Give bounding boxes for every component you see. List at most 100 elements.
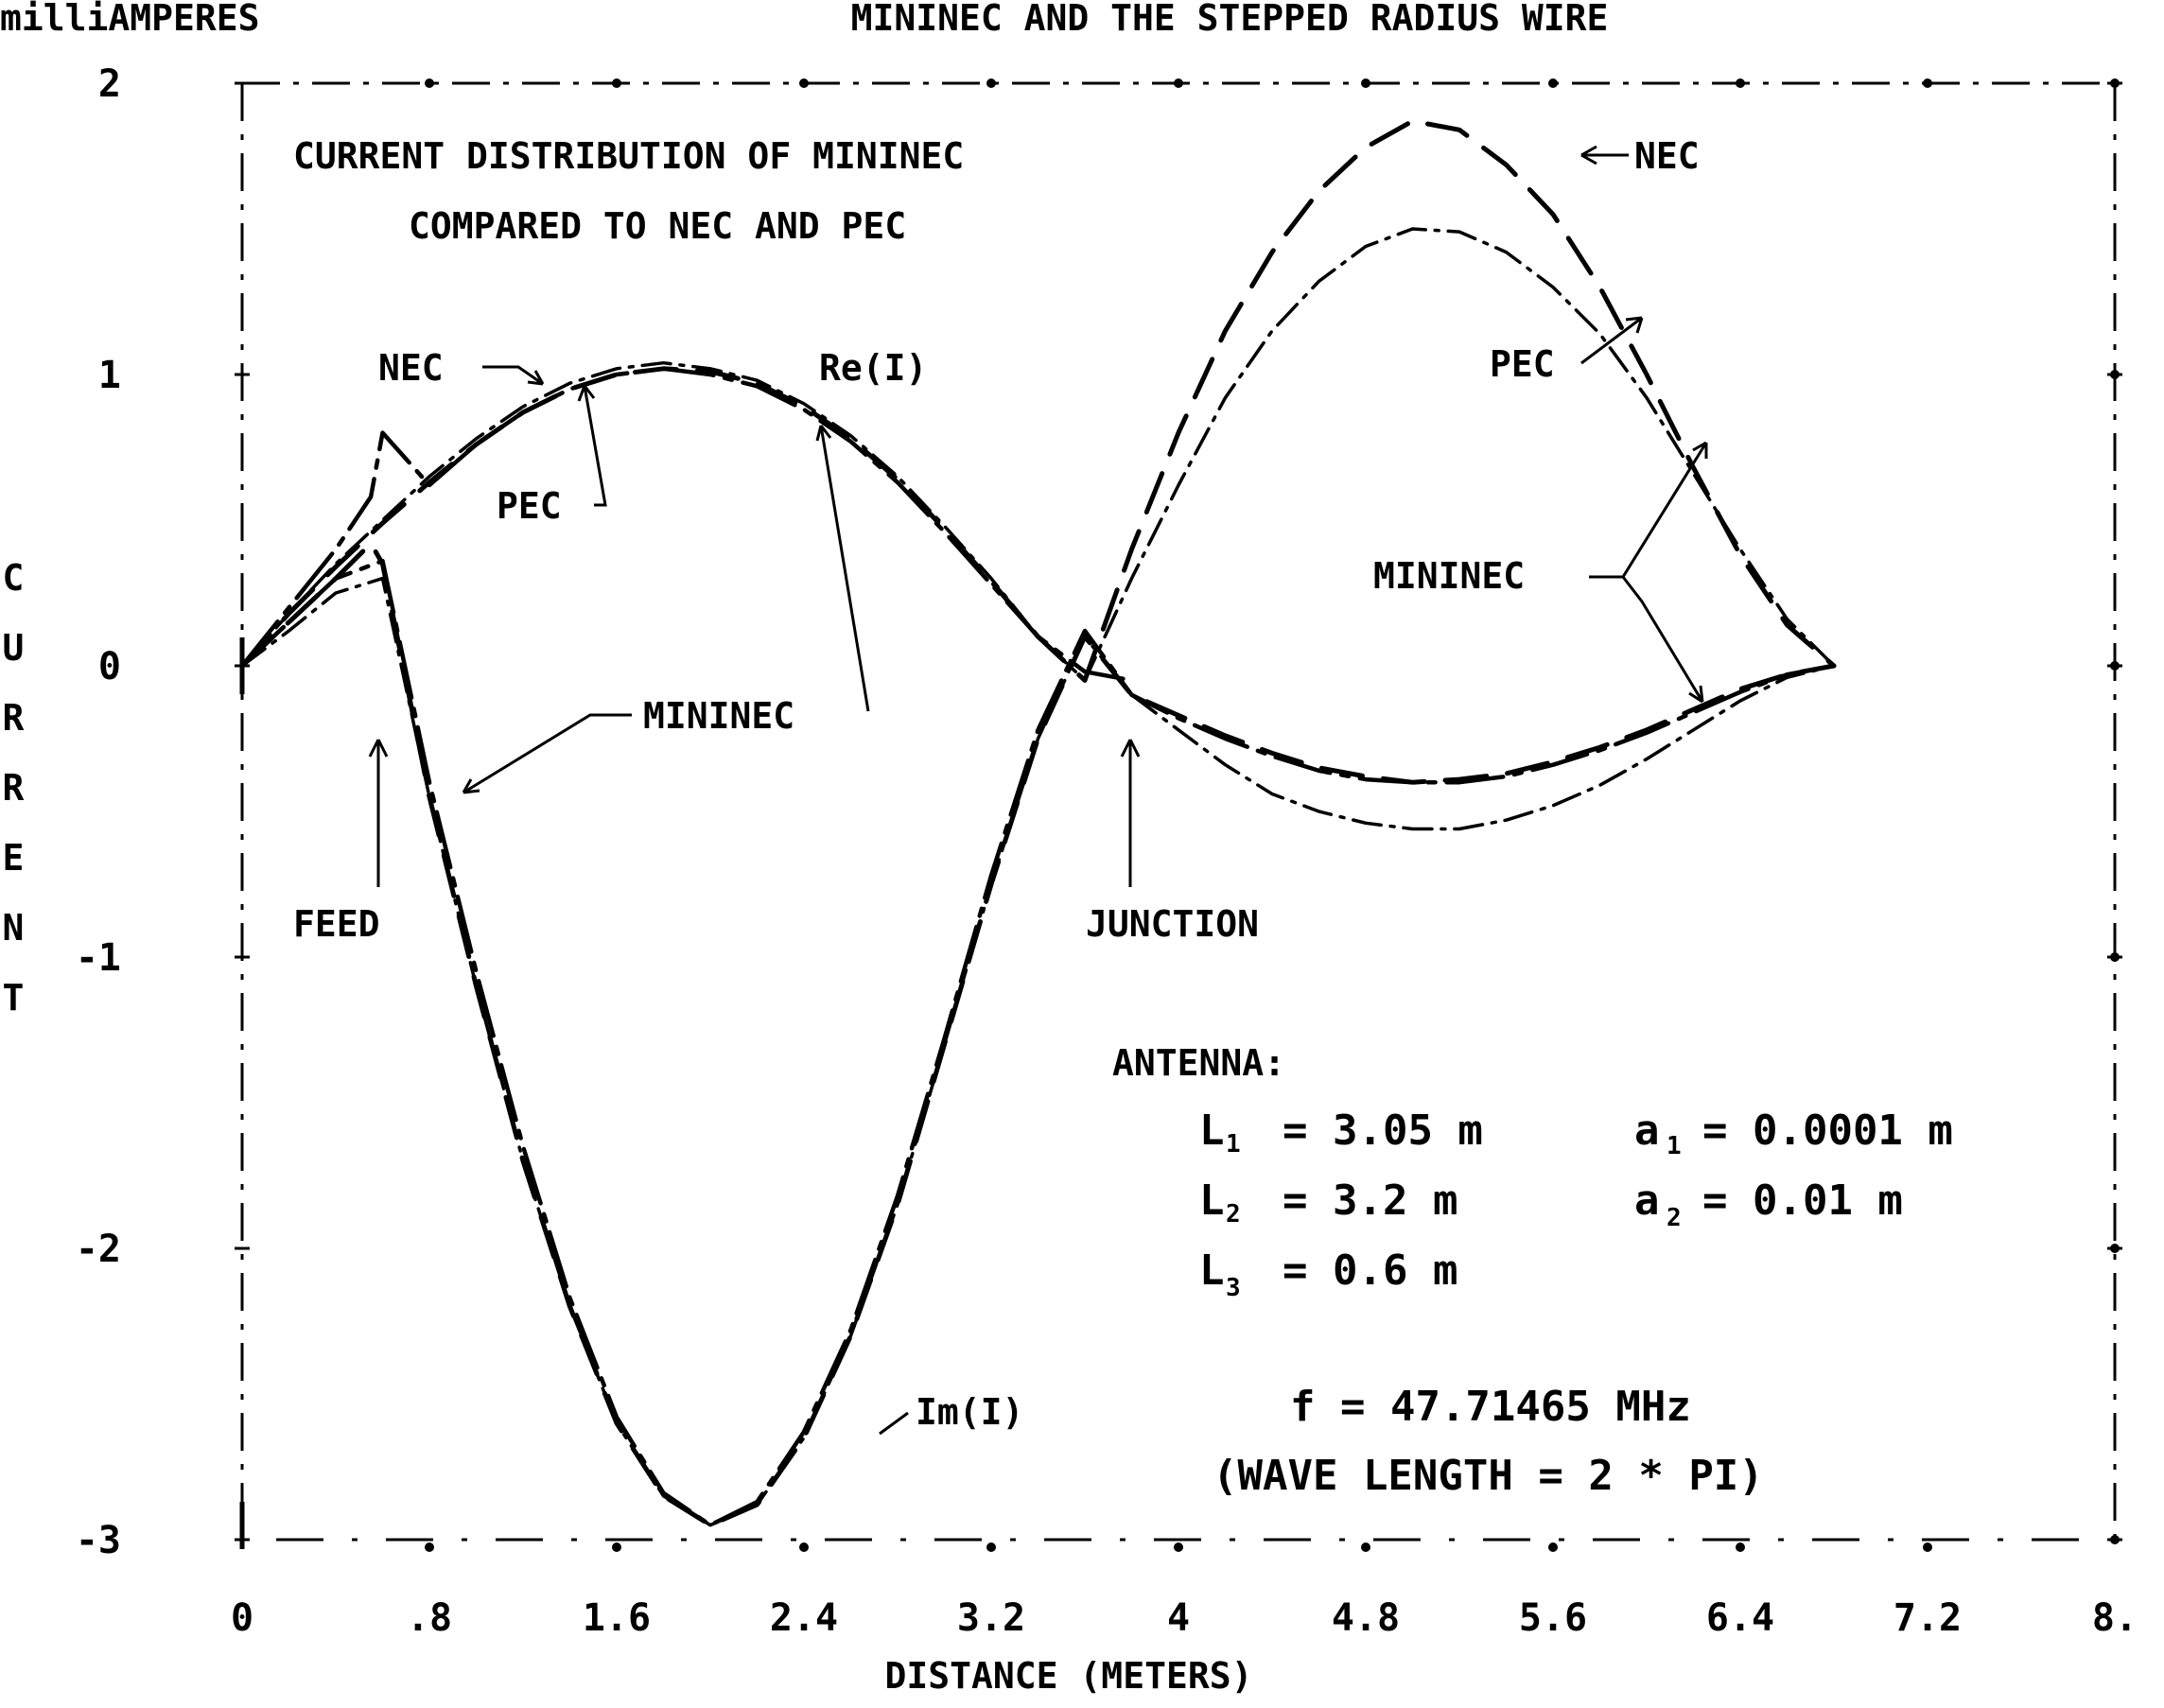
- leader-pec-right: [1580, 316, 1644, 365]
- antenna-heading: ANTENNA:: [1112, 1042, 1285, 1084]
- y-axis-label-letter: T: [3, 977, 25, 1019]
- leader-re-i: [815, 425, 870, 712]
- y-tick-dot-right: [2110, 661, 2120, 671]
- x-tick-label: 1.6: [583, 1596, 651, 1640]
- x-tick-dot-top: [1174, 78, 1183, 88]
- x-tick-label: 5.6: [1519, 1596, 1587, 1640]
- l3-value: = 0.6 m: [1283, 1246, 1457, 1295]
- annotation-im-i: Im(I): [916, 1391, 1023, 1433]
- x-tick-dot-bottom: [986, 1542, 996, 1552]
- y-tick-dot-right: [2110, 1535, 2120, 1544]
- x-tick-dot-bottom: [799, 1542, 809, 1552]
- l2-sub: 2: [1226, 1200, 1241, 1229]
- x-tick-dot-top: [799, 78, 809, 88]
- x-tick-dot-top: [1361, 78, 1370, 88]
- subtitle-line-1: CURRENT DISTRIBUTION OF MININEC: [293, 135, 964, 177]
- x-tick-label: 6.4: [1706, 1596, 1774, 1640]
- leader-nec-right: [1580, 145, 1629, 166]
- leader-feed: [368, 739, 389, 887]
- y-tick-dot-right: [2110, 1244, 2120, 1253]
- a2-value: = 0.01 m: [1702, 1176, 1903, 1225]
- y-tick-dot-right: [2110, 78, 2120, 88]
- x-tick-dot-top: [1548, 78, 1558, 88]
- x-tick-dot-bottom: [612, 1542, 621, 1552]
- y-axis-label-letter: N: [3, 907, 25, 949]
- x-tick-dot-top: [1923, 78, 1932, 88]
- a1-sub: 1: [1667, 1132, 1682, 1160]
- y-tick-label: -1: [76, 936, 121, 980]
- wavelength: (WAVE LENGTH = 2 * PI): [1213, 1452, 1764, 1500]
- y-tick-dot-right: [2110, 370, 2120, 379]
- x-tick-label: 0: [231, 1596, 253, 1640]
- x-tick-label: 4.8: [1332, 1596, 1400, 1640]
- annotation-re-i: Re(I): [819, 347, 927, 389]
- l3-label: L: [1199, 1246, 1225, 1295]
- annotation-pec-right: PEC: [1490, 343, 1555, 385]
- a2-label: a: [1634, 1176, 1660, 1225]
- l1-sub: 1: [1226, 1130, 1241, 1159]
- y-axis-label: CURRENT: [3, 557, 25, 1019]
- y-tick-label: 2: [98, 62, 121, 106]
- series-line-pec-re: [240, 227, 1836, 683]
- x-tick-dot-bottom: [1923, 1542, 1932, 1552]
- annotation-nec-right: NEC: [1634, 135, 1700, 177]
- x-tick-label: 8.: [2092, 1596, 2138, 1640]
- x-tick-dot-bottom: [1361, 1542, 1370, 1552]
- leader-pec-left: [577, 385, 607, 507]
- units-label: milliAMPERES: [0, 0, 260, 39]
- y-tick-label: -2: [76, 1228, 121, 1271]
- annotation-feed: FEED: [293, 903, 380, 945]
- antenna-info: ANTENNA: L 1 = 3.05 m L 2 = 3.2 m L 3 = …: [1112, 1042, 1953, 1500]
- annotation-mininec-left: MININEC: [643, 695, 794, 737]
- y-axis-label-letter: C: [3, 557, 25, 599]
- y-tick-dot-right: [2110, 952, 2120, 962]
- chart-title: MININEC AND THE STEPPED RADIUS WIRE: [851, 0, 1609, 39]
- x-tick-dot-top: [1736, 78, 1745, 88]
- leader-mininec-right-down: [1621, 576, 1704, 704]
- series-line-mininec-re: [239, 366, 1134, 683]
- annotation-pec-left: PEC: [497, 485, 562, 527]
- x-tick-dot-bottom: [1174, 1542, 1183, 1552]
- series-layer: [239, 118, 1837, 1528]
- y-tick-label: 0: [98, 645, 121, 688]
- l1-value: = 3.05 m: [1283, 1107, 1483, 1155]
- y-tick-label: -3: [76, 1519, 121, 1562]
- x-tick-label: 2.4: [770, 1596, 838, 1640]
- l2-value: = 3.2 m: [1283, 1176, 1457, 1225]
- x-axis-ticks: 0 .8 1.6 2.4 3.2 4 4.8 5.6 6.4 7.2 8.: [231, 78, 2138, 1640]
- leader-junction: [1120, 739, 1141, 887]
- a1-label: a: [1634, 1107, 1660, 1155]
- leader-nec-left: [482, 365, 545, 386]
- y-axis-label-letter: R: [3, 697, 25, 739]
- a1-value: = 0.0001 m: [1702, 1107, 1953, 1155]
- x-tick-label: 7.2: [1894, 1596, 1962, 1640]
- annotations: NEC PEC MININEC NEC PEC Re(I) MININEC FE…: [293, 135, 1708, 1436]
- x-tick-dot-bottom: [1548, 1542, 1558, 1552]
- x-tick-dot-top: [425, 78, 434, 88]
- series-line-nec-im: [239, 541, 1837, 1528]
- x-tick-dot-top: [612, 78, 621, 88]
- annotation-junction: JUNCTION: [1086, 903, 1259, 945]
- x-tick-label: .8: [407, 1596, 452, 1640]
- l3-sub: 3: [1226, 1274, 1241, 1302]
- annotation-nec-left: NEC: [378, 347, 444, 389]
- subtitle-line-2: COMPARED TO NEC AND PEC: [409, 205, 906, 247]
- plot-frame: [239, 81, 2117, 1549]
- x-axis-label: DISTANCE (METERS): [885, 1655, 1253, 1697]
- x-tick-label: 4: [1167, 1596, 1190, 1640]
- l1-label: L: [1199, 1107, 1225, 1155]
- y-axis-label-letter: E: [3, 837, 25, 879]
- y-axis-label-letter: U: [3, 627, 25, 669]
- y-axis-ticks: 2 1 0 -1 -2 -3: [76, 62, 2122, 1562]
- x-tick-dot-top: [986, 78, 996, 88]
- a2-sub: 2: [1667, 1204, 1682, 1232]
- l2-label: L: [1199, 1176, 1225, 1225]
- annotation-mininec-right: MININEC: [1373, 555, 1525, 597]
- x-tick-dot-bottom: [1736, 1542, 1745, 1552]
- leader-im-i: [879, 1411, 909, 1436]
- series-line-mininec-im: [239, 558, 1837, 1527]
- frequency: f = 47.71465 MHz: [1290, 1383, 1691, 1431]
- leader-mininec-left: [462, 713, 632, 794]
- y-tick-label: 1: [98, 354, 121, 397]
